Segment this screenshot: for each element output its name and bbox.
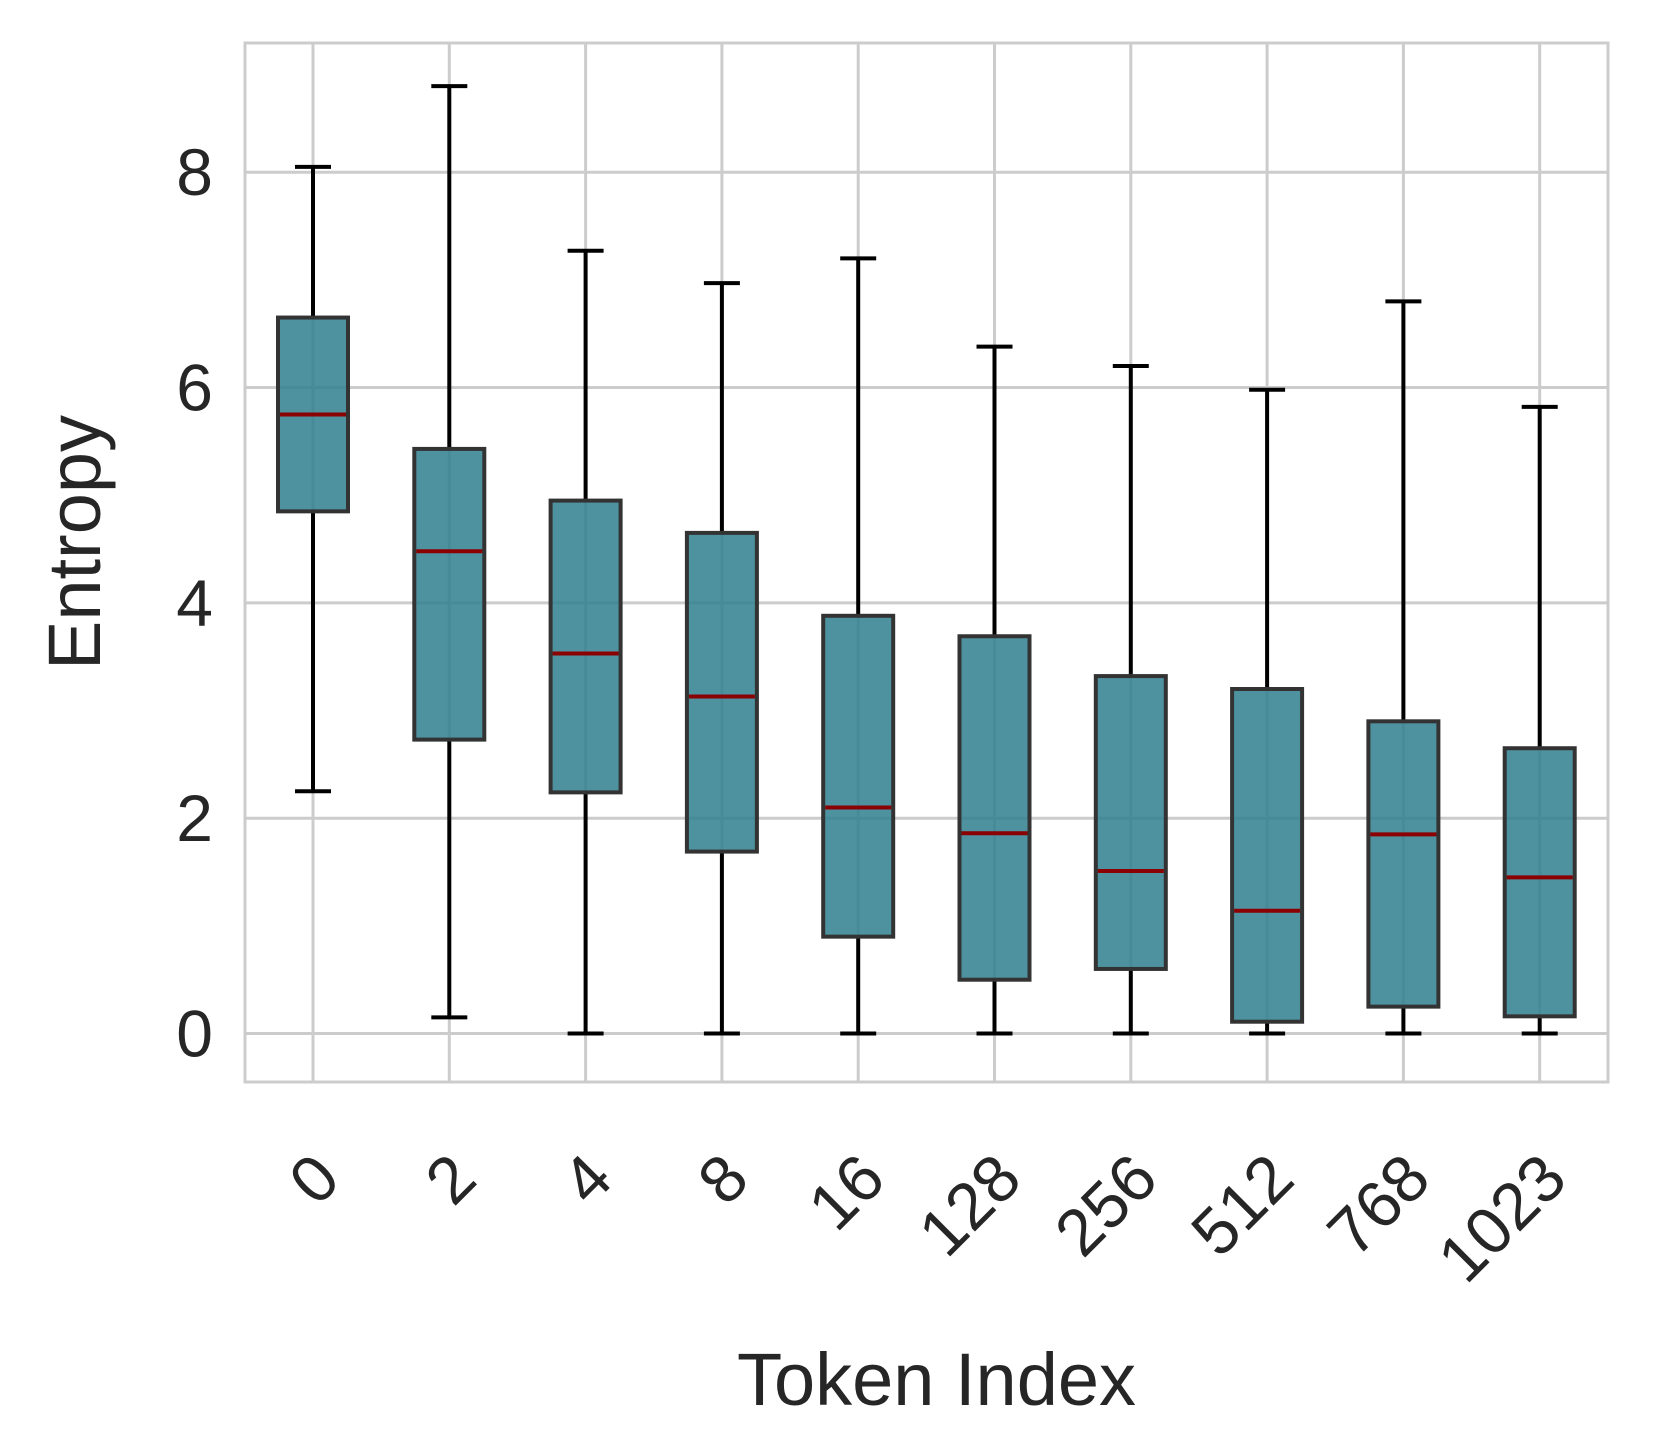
x-axis-title: Token Index (737, 1338, 1136, 1421)
y-tick-label: 8 (176, 135, 213, 209)
x-tick-label: 512 (1177, 1140, 1307, 1270)
box-iqr (548, 498, 623, 795)
box-iqr (1366, 719, 1441, 1009)
box-iqr (684, 530, 759, 854)
x-tick-label: 4 (547, 1140, 625, 1218)
x-tick-label: 256 (1041, 1140, 1171, 1270)
box-iqr (1093, 674, 1168, 971)
box-layer (276, 84, 1577, 1036)
y-tick-label: 2 (176, 781, 213, 855)
x-tick-label: 128 (904, 1140, 1034, 1270)
y-tick-label: 4 (176, 566, 213, 640)
box-iqr (1502, 746, 1577, 1019)
y-axis-title: Entropy (33, 415, 116, 670)
y-tick-label: 0 (176, 997, 213, 1071)
box-iqr (957, 634, 1032, 982)
x-tick-label: 8 (684, 1140, 762, 1218)
x-tick-label: 16 (794, 1140, 898, 1244)
box-iqr (412, 446, 487, 742)
x-tick-label: 0 (275, 1140, 353, 1218)
x-tick-label: 768 (1313, 1140, 1443, 1270)
y-tick-label: 6 (176, 351, 213, 425)
x-tick-label: 1023 (1423, 1140, 1579, 1296)
box-iqr (821, 613, 896, 939)
box-iqr (1230, 687, 1305, 1024)
x-tick-label: 2 (411, 1140, 489, 1218)
plot-frame (243, 41, 1610, 1084)
